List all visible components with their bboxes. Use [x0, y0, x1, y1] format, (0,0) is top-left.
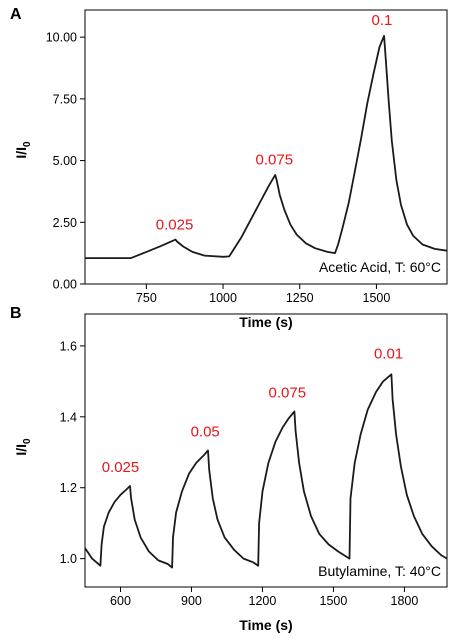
panel-b-concentration-label: 0.01 — [374, 345, 403, 362]
panel-a-letter: A — [10, 6, 22, 23]
panel-b-x-tick-label: 600 — [110, 594, 131, 608]
panel-b-y-axis-title: I/I0 — [13, 438, 33, 456]
panel-a-y-tick-label: 0.00 — [53, 278, 77, 292]
panel-b-annotations: 0.025 0.05 0.075 0.01 — [102, 345, 403, 475]
panel-b-x-tick-label: 1800 — [391, 594, 419, 608]
panel-b-x-tick-label: 1200 — [249, 594, 277, 608]
panel-b-y-tick-label: 1.4 — [60, 410, 77, 424]
panel-a-y-axis-title: I/I0 — [13, 141, 33, 159]
panel-b-concentration-label: 0.025 — [102, 459, 140, 476]
svg-text:I/I0: I/I0 — [13, 438, 33, 456]
subscript-zero: 0 — [22, 438, 33, 444]
panel-b-concentration-label: 0.075 — [269, 384, 307, 401]
panel-b-y-tick-label: 1.2 — [60, 481, 77, 495]
panel-b-plot-frame — [84, 313, 448, 588]
panel-a-y-tick-label: 7.50 — [53, 92, 77, 106]
panel-b-x-axis-title: Time (s) — [239, 617, 292, 633]
subscript-zero: 0 — [22, 141, 33, 147]
panel-a-y-tick-label: 2.50 — [53, 216, 77, 230]
panel-a-x-tick-label: 1250 — [286, 291, 314, 305]
panel-a-x-tick-label: 1500 — [363, 291, 391, 305]
panel-b-x-tick-label: 900 — [181, 594, 202, 608]
panel-a-x-tick-label: 1000 — [209, 291, 237, 305]
panel-a-x-axis-title: Time (s) — [239, 314, 292, 330]
panel-b-y-tick-label: 1.6 — [60, 339, 77, 353]
panel-b-tick-labels: 600 900 1200 1500 1800 1.0 1.2 1.4 1.6 — [60, 339, 419, 608]
panel-a-concentration-label: 0.075 — [256, 151, 294, 168]
panel-a-series-line — [85, 35, 448, 259]
panel-a-tick-labels: 750 1000 1250 1500 0.00 2.50 5.00 7.50 10.00 — [46, 31, 391, 305]
panel-b-y-tick-label: 1.0 — [60, 552, 77, 566]
panel-a-y-tick-label: 5.00 — [53, 154, 77, 168]
panel-a: A 750 1000 1250 1500 0.00 2.50 5.00 7.50 10.00 0… — [10, 6, 448, 330]
panel-b-series-line — [84, 373, 448, 569]
panel-b-letter: B — [10, 305, 22, 322]
panel-a-x-tick-label: 750 — [136, 291, 157, 305]
panel-a-condition-label: Acetic Acid, T: 60°C — [319, 259, 441, 275]
panel-b-concentration-label: 0.05 — [191, 423, 220, 440]
panel-a-ticks — [80, 36, 377, 289]
svg-text:I/I0: I/I0 — [13, 141, 33, 159]
panel-a-annotations: 0.025 0.075 0.1 — [156, 12, 393, 234]
panel-b-ticks — [80, 345, 405, 592]
panel-a-concentration-label: 0.1 — [372, 12, 393, 29]
panel-b-condition-label: Butylamine, T: 40°C — [318, 563, 441, 579]
panel-b-x-tick-label: 1500 — [320, 594, 348, 608]
panel-a-plot-frame — [84, 9, 448, 285]
panel-a-concentration-label: 0.025 — [156, 217, 194, 234]
panel-a-y-tick-label: 10.00 — [46, 31, 77, 45]
